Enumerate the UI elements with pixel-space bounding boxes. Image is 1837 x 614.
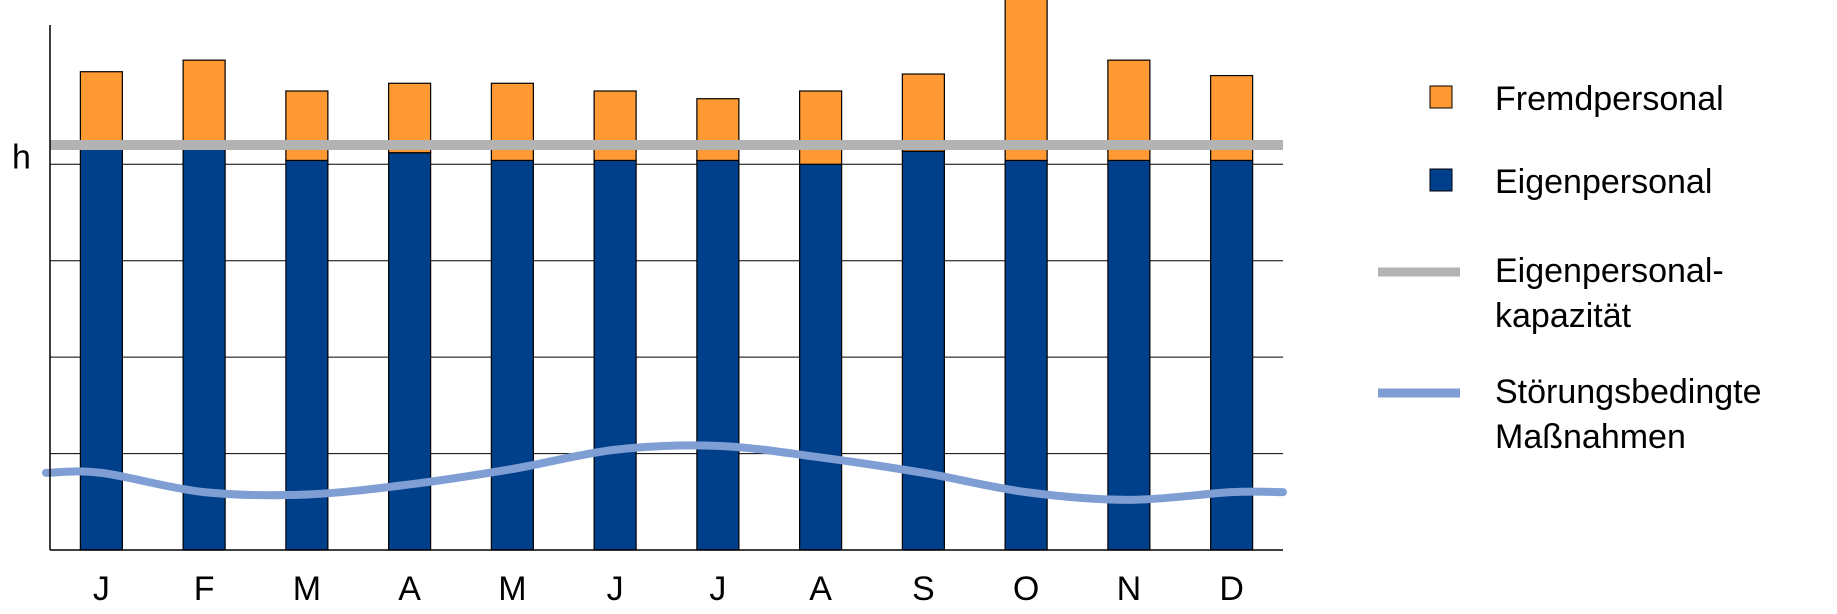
bar-eigenpersonal-5 xyxy=(490,159,534,551)
stoerung-line xyxy=(42,441,1287,504)
axes: h xyxy=(12,25,1283,551)
bar-eigenpersonal-6 xyxy=(593,159,637,551)
bar-eigenpersonal-11 xyxy=(1107,159,1151,551)
legend-swatch-1 xyxy=(1429,85,1453,109)
x-tick-label-11: N xyxy=(1117,570,1142,608)
x-tick-label-6: J xyxy=(607,570,624,608)
legend-swatch-2 xyxy=(1429,168,1453,192)
bar-fremdpersonal-6 xyxy=(593,90,637,162)
x-tick-label-5: M xyxy=(498,570,526,608)
x-tick-label-8: A xyxy=(809,570,832,608)
bar-eigenpersonal-8 xyxy=(799,163,843,551)
x-tick-label-3: M xyxy=(293,570,321,608)
legend-item-2: Eigenpersonal xyxy=(1429,163,1712,201)
x-tick-label-9: S xyxy=(912,570,935,608)
legend-item-4: Störungsbedingte Maßnahmen xyxy=(1378,373,1762,456)
gridlines xyxy=(50,163,1283,455)
bar-eigenpersonal-12 xyxy=(1210,159,1254,551)
bar-fremdpersonal-2 xyxy=(182,59,226,150)
legend-label-3-line-1: Eigenpersonal- xyxy=(1495,252,1724,290)
bar-fremdpersonal-1 xyxy=(79,71,123,150)
legend-item-1: Fremdpersonal xyxy=(1429,80,1724,118)
bar-fremdpersonal-9 xyxy=(901,73,945,152)
bar-eigenpersonal-9 xyxy=(901,150,945,551)
legend-label-4-line-1: Störungsbedingte xyxy=(1495,373,1762,411)
bar-fremdpersonal-10 xyxy=(1004,0,1048,162)
bar-fremdpersonal-8 xyxy=(799,90,843,165)
x-tick-label-12: D xyxy=(1219,570,1244,608)
series-lines xyxy=(42,140,1287,504)
bars xyxy=(79,0,1254,551)
bar-eigenpersonal-4 xyxy=(388,152,432,551)
bar-fremdpersonal-3 xyxy=(285,90,329,162)
bar-eigenpersonal-2 xyxy=(182,148,226,551)
bar-eigenpersonal-7 xyxy=(696,159,740,551)
legend: Fremdpersonal Eigenpersonal Eigenpersonal-… xyxy=(1378,80,1762,456)
legend-label-1-line-1: Fremdpersonal xyxy=(1495,80,1724,118)
x-tick-label-1: J xyxy=(93,570,110,608)
x-tick-label-2: F xyxy=(194,570,215,608)
bar-fremdpersonal-7 xyxy=(696,98,740,162)
legend-label-3-line-2: kapazität xyxy=(1495,297,1632,335)
bar-eigenpersonal-1 xyxy=(79,148,123,551)
x-tick-label-7: J xyxy=(709,570,726,608)
x-tick-label-10: O xyxy=(1013,570,1039,608)
x-tick-label-4: A xyxy=(398,570,421,608)
legend-label-2-line-1: Eigenpersonal xyxy=(1495,163,1712,201)
bar-eigenpersonal-10 xyxy=(1004,159,1048,551)
legend-item-3: Eigenpersonal-kapazität xyxy=(1378,252,1724,335)
legend-label-4-line-2: Maßnahmen xyxy=(1495,418,1686,456)
y-axis-unit-label: h xyxy=(12,138,31,176)
